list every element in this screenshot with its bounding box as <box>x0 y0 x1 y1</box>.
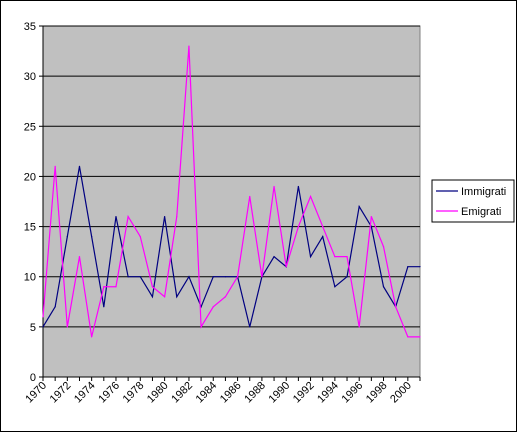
data-point-emigrati-1990 <box>285 266 287 268</box>
y-tick-label-10: 10 <box>24 272 36 284</box>
data-point-emigrati-1970 <box>42 316 44 318</box>
data-point-immigrati-1981 <box>176 296 178 298</box>
data-point-immigrati-1998 <box>382 286 385 288</box>
data-point-emigrati-1992 <box>309 195 312 198</box>
plot-area <box>42 25 421 378</box>
data-point-immigrati-1976 <box>115 215 117 218</box>
data-point-emigrati-1986 <box>236 276 239 278</box>
data-point-emigrati-1985 <box>224 296 227 298</box>
data-point-emigrati-1995 <box>346 256 348 258</box>
x-tick-label-1972: 1972 <box>48 380 74 406</box>
series-line-immigrati <box>42 166 420 328</box>
y-tick-label-30: 30 <box>24 71 36 83</box>
data-point-immigrati-1993 <box>322 236 324 238</box>
x-tick-label-1988: 1988 <box>242 380 268 406</box>
x-tick-label-1978: 1978 <box>121 380 147 406</box>
data-point-immigrati-1980 <box>164 215 166 218</box>
data-point-immigrati-1997 <box>370 225 372 228</box>
data-point-emigrati-1971 <box>54 165 56 167</box>
data-point-immigrati-1991 <box>297 185 299 188</box>
y-tick-label-5: 5 <box>30 322 36 334</box>
x-tick-label-1986: 1986 <box>218 380 244 406</box>
data-point-immigrati-2001 <box>419 266 421 268</box>
legend-label-immigrati: Immigrati <box>461 186 506 198</box>
y-tick-label-20: 20 <box>24 171 36 183</box>
data-point-emigrati-1983 <box>200 326 202 328</box>
data-point-emigrati-1976 <box>115 286 117 288</box>
data-point-immigrati-1989 <box>273 256 275 258</box>
data-point-immigrati-1985 <box>224 276 227 278</box>
data-point-immigrati-1982 <box>188 276 190 278</box>
x-tick-label-1976: 1976 <box>96 380 122 406</box>
data-point-immigrati-1975 <box>103 306 105 308</box>
x-tick-label-1994: 1994 <box>315 380 341 406</box>
x-tick-label-1970: 1970 <box>23 380 49 406</box>
y-tick-label-0: 0 <box>30 372 36 384</box>
data-point-immigrati-1971 <box>54 306 56 308</box>
data-point-emigrati-1975 <box>103 286 105 288</box>
data-point-immigrati-1973 <box>78 165 81 167</box>
data-point-immigrati-1984 <box>212 276 214 278</box>
x-tick-label-2000: 2000 <box>388 380 414 406</box>
x-tick-label-1996: 1996 <box>340 380 366 406</box>
data-point-emigrati-2000 <box>407 336 409 338</box>
data-point-immigrati-1979 <box>151 296 154 298</box>
y-tick-label-25: 25 <box>24 121 36 133</box>
data-point-emigrati-1977 <box>127 215 129 218</box>
data-point-emigrati-1997 <box>370 215 372 218</box>
series-line-emigrati <box>42 46 420 338</box>
data-point-immigrati-1992 <box>309 256 312 258</box>
x-tick-label-1980: 1980 <box>145 380 171 406</box>
data-point-emigrati-1988 <box>261 276 263 278</box>
data-point-emigrati-1998 <box>382 246 385 248</box>
data-point-emigrati-1981 <box>176 215 178 218</box>
x-tick-label-1990: 1990 <box>267 380 293 406</box>
data-point-immigrati-1995 <box>346 276 348 278</box>
data-point-immigrati-1977 <box>127 276 129 278</box>
data-point-emigrati-1979 <box>151 286 154 288</box>
data-point-emigrati-1991 <box>297 225 299 228</box>
data-point-immigrati-1972 <box>66 236 68 238</box>
data-point-immigrati-1996 <box>358 205 360 208</box>
data-point-emigrati-1996 <box>358 326 360 328</box>
data-point-immigrati-1974 <box>91 236 93 238</box>
data-point-emigrati-1978 <box>139 236 141 238</box>
data-point-immigrati-1994 <box>334 286 336 288</box>
legend-box <box>431 179 515 223</box>
x-tick-label-1984: 1984 <box>194 380 220 406</box>
data-point-emigrati-1984 <box>212 306 214 308</box>
data-point-emigrati-1987 <box>249 195 251 198</box>
x-tick-label-1974: 1974 <box>72 380 98 406</box>
data-point-emigrati-1994 <box>334 256 336 258</box>
y-tick-label-15: 15 <box>24 222 36 234</box>
y-tick-label-35: 35 <box>24 21 36 33</box>
data-point-emigrati-1993 <box>322 225 324 228</box>
data-point-emigrati-1999 <box>395 306 397 308</box>
legend-label-emigrati: Emigrati <box>461 206 501 218</box>
data-point-immigrati-1970 <box>42 326 44 328</box>
data-point-emigrati-1982 <box>188 45 190 47</box>
x-tick-label-1982: 1982 <box>169 380 195 406</box>
data-point-emigrati-1980 <box>164 296 166 298</box>
x-tick-label-1992: 1992 <box>291 380 317 406</box>
data-point-immigrati-1978 <box>139 276 141 278</box>
data-point-emigrati-1974 <box>91 336 93 338</box>
data-point-emigrati-1972 <box>66 326 68 328</box>
x-tick-label-1998: 1998 <box>364 380 390 406</box>
data-point-immigrati-1987 <box>249 326 251 328</box>
data-point-emigrati-1989 <box>273 185 275 188</box>
data-point-emigrati-2001 <box>419 336 421 338</box>
data-point-immigrati-2000 <box>407 266 409 268</box>
data-point-emigrati-1973 <box>78 256 81 258</box>
